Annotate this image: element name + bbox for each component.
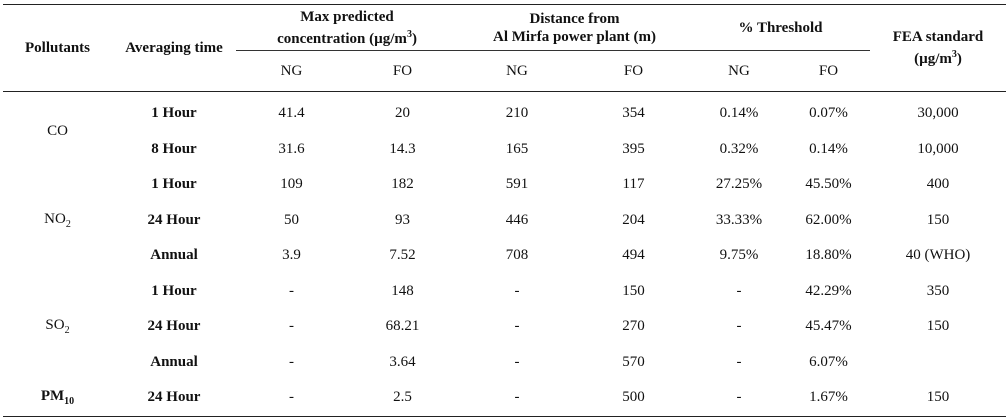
cell-max-fo: 2.5 <box>347 380 458 417</box>
cell-dist-ng: - <box>514 318 520 335</box>
cell-thr-fo: 45.47% <box>805 318 852 335</box>
cell-thr-ng: - <box>736 318 742 335</box>
pollutant-no2: NO2 <box>44 210 71 230</box>
cell-max-ng: 41.4 <box>278 105 305 122</box>
cell-thr-ng: - <box>736 353 742 370</box>
cell-fea <box>870 345 1006 381</box>
header-averaging-time: Averaging time <box>112 4 236 92</box>
cell-max-fo: 148 <box>391 282 414 299</box>
cell-fea: 150 <box>870 380 1006 417</box>
cell-dist-ng: - <box>514 282 520 299</box>
cell-max-ng: 109 <box>280 176 303 193</box>
cell-thr-ng: - <box>736 282 742 299</box>
cell-max-ng: - <box>289 282 294 299</box>
cell-max-ng: 31.6 <box>278 140 305 157</box>
cell-thr-ng: 0.14% <box>719 105 759 122</box>
cell-averaging-time: Annual <box>150 353 198 370</box>
cell-dist-fo: 494 <box>622 247 645 264</box>
cell-dist-ng: 591 <box>505 176 529 193</box>
cell-averaging-time: 8 Hour <box>151 140 197 157</box>
cell-max-ng: 50 <box>284 211 299 228</box>
cell-averaging-time: 24 Hour <box>147 318 201 335</box>
cell-max-ng: 3.9 <box>282 247 301 264</box>
cell-thr-ng: 0.32% <box>719 140 759 157</box>
cell-max-fo: 3.64 <box>389 353 416 370</box>
table-row: CO 1 Hour 41.4 20 210 354 0.14% 0.07% 30… <box>3 92 1006 139</box>
pollutant-pm10: PM10 <box>3 380 112 417</box>
cell-fea: 150 <box>926 318 950 335</box>
cell-dist-ng: 708 <box>505 247 529 264</box>
cell-dist-ng: 165 <box>505 140 529 157</box>
cell-thr-ng: - <box>691 380 787 417</box>
cell-thr-fo: 0.14% <box>809 140 848 157</box>
cell-dist-fo: 270 <box>622 318 645 335</box>
cell-max-fo: 68.21 <box>385 318 420 335</box>
cell-thr-fo: 62.00% <box>805 211 852 228</box>
cell-thr-fo: 1.67% <box>787 380 870 417</box>
cell-thr-ng: 9.75% <box>719 247 759 264</box>
cell-dist-fo: 570 <box>622 353 645 370</box>
subheader-fo: FO <box>347 50 458 92</box>
cell-thr-fo: 6.07% <box>809 353 848 370</box>
cell-averaging-time: 1 Hour <box>151 176 197 193</box>
header-distance: Distance from Al Mirfa power plant (m) <box>458 4 691 51</box>
cell-dist-fo: 117 <box>622 176 645 193</box>
cell-max-fo: 14.3 <box>389 140 416 157</box>
cell-dist-fo: 204 <box>622 211 645 228</box>
cell-fea: 10,000 <box>917 140 959 157</box>
cell-max-fo: 20 <box>395 105 410 122</box>
cell-averaging-time: 24 Hour <box>112 380 236 417</box>
pollutant-so2: SO2 <box>45 317 70 337</box>
subheader-fo: FO <box>787 50 870 92</box>
cell-averaging-time: 1 Hour <box>151 282 197 299</box>
cell-thr-fo: 18.80% <box>805 247 852 264</box>
cell-max-fo: 182 <box>391 176 414 193</box>
subheader-ng: NG <box>691 50 787 92</box>
cell-dist-fo: 354 <box>622 105 645 122</box>
cell-dist-ng: 210 <box>505 105 529 122</box>
cell-fea: 30,000 <box>917 105 959 122</box>
pollutant-table: Pollutants Averaging time Max predicted … <box>3 4 1006 417</box>
cell-dist-ng: - <box>458 380 576 417</box>
cell-fea: 400 <box>926 176 950 193</box>
cell-dist-fo: 395 <box>622 140 645 157</box>
table-row: 8 Hour 31.6 14.3 165 395 0.32% 0.14% 10,… <box>3 132 1006 168</box>
table-row: 24 Hour - 68.21 - 270 - 45.47% 150 <box>3 309 1006 345</box>
pollutant-co: CO <box>47 123 68 139</box>
cell-dist-fo: 150 <box>622 282 645 299</box>
cell-max-ng: - <box>289 353 294 370</box>
table-row: Annual 3.9 7.52 708 494 9.75% 18.80% 40 … <box>3 238 1006 274</box>
table-row: SO2 1 Hour - 148 - 150 - 42.29% 350 <box>3 274 1006 337</box>
table-row: NO2 1 Hour 109 182 591 117 27.25% 45.50%… <box>3 167 1006 230</box>
header-max-predicted: Max predicted concentration (µg/m3) <box>236 4 458 51</box>
cell-thr-ng: 27.25% <box>715 176 763 193</box>
cell-max-fo: 93 <box>395 211 410 228</box>
cell-max-ng: - <box>236 380 347 417</box>
table-row: Annual - 3.64 - 570 - 6.07% <box>3 345 1006 381</box>
cell-averaging-time: 24 Hour <box>147 211 201 228</box>
header-fea-standard: FEA standard (µg/m3) <box>870 4 1006 92</box>
cell-averaging-time: Annual <box>150 247 198 264</box>
cell-thr-ng: 33.33% <box>715 211 763 228</box>
subheader-fo: FO <box>576 50 691 92</box>
header-threshold: % Threshold <box>691 4 870 51</box>
cell-dist-ng: - <box>514 353 520 370</box>
cell-averaging-time: 1 Hour <box>151 105 197 122</box>
cell-thr-fo: 45.50% <box>805 176 852 193</box>
cell-max-fo: 7.52 <box>389 247 416 264</box>
cell-dist-ng: 446 <box>505 211 529 228</box>
cell-fea: 350 <box>926 282 950 299</box>
cell-thr-fo: 42.29% <box>805 282 852 299</box>
subheader-ng: NG <box>458 50 576 92</box>
table-row: 24 Hour 50 93 446 204 33.33% 62.00% 150 <box>3 203 1006 239</box>
table-row: PM10 24 Hour - 2.5 - 500 - 1.67% 150 <box>3 380 1006 417</box>
subheader-ng: NG <box>236 50 347 92</box>
cell-fea: 150 <box>926 211 950 228</box>
cell-max-ng: - <box>289 318 294 335</box>
cell-dist-fo: 500 <box>576 380 691 417</box>
header-pollutants: Pollutants <box>3 4 112 92</box>
cell-fea: 40 (WHO) <box>905 247 971 264</box>
cell-thr-fo: 0.07% <box>809 105 848 122</box>
